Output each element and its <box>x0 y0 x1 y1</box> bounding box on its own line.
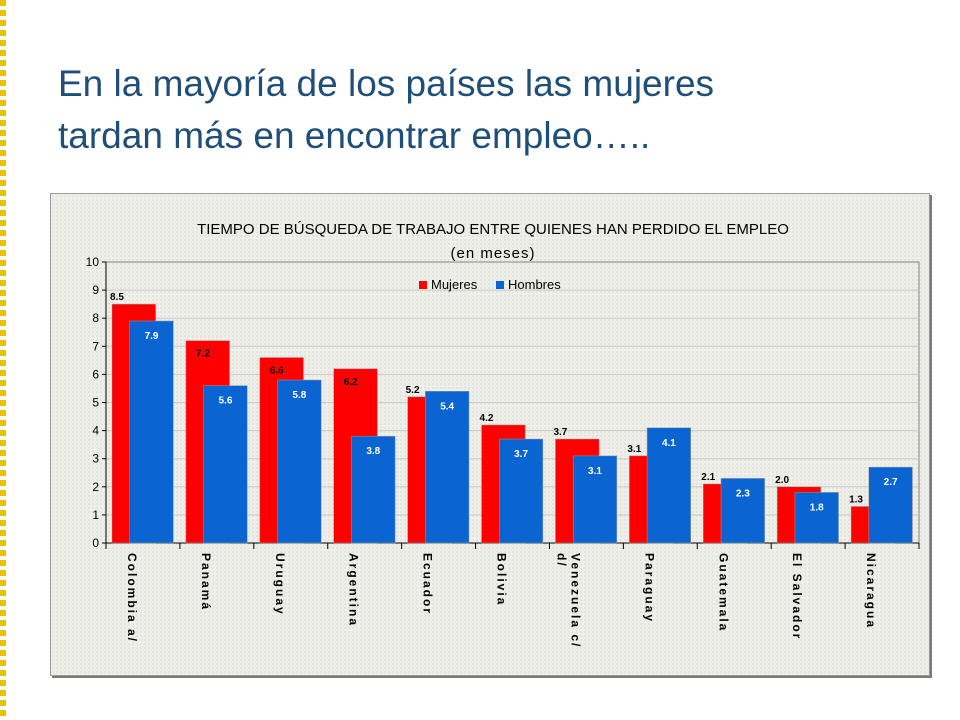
bar-hombres <box>646 427 691 544</box>
bar-hombres <box>203 385 248 544</box>
bar-hombres <box>351 435 396 544</box>
bar-hombres <box>720 478 765 544</box>
bar-hombres <box>868 466 913 544</box>
data-label-mujeres: 5.2 <box>406 385 420 396</box>
bar-chart: TIEMPO DE BÚSQUEDA DE TRABAJO ENTRE QUIE… <box>86 221 920 648</box>
data-label-mujeres: 4.2 <box>480 413 494 424</box>
x-category-label: Bolivia <box>495 553 509 606</box>
data-label-mujeres: 2.1 <box>701 472 715 483</box>
data-label-mujeres: 7.2 <box>196 349 210 360</box>
x-category-label: Ecuador <box>421 553 435 615</box>
x-category-label: Guatemala <box>716 553 730 632</box>
data-label-mujeres: 8.5 <box>110 292 124 303</box>
x-category-label: Nicaragua <box>864 553 878 629</box>
y-tick-label: 6 <box>92 367 99 381</box>
x-category-label: Uruguay <box>273 553 287 616</box>
y-tick-label: 0 <box>92 536 99 550</box>
data-label-mujeres: 3.7 <box>553 427 567 438</box>
data-label-mujeres: 6.2 <box>344 377 358 388</box>
y-tick-label: 1 <box>92 508 99 522</box>
legend-label-hombres: Hombres <box>508 277 561 292</box>
data-label-hombres: 2.3 <box>736 488 750 499</box>
y-tick-label: 3 <box>92 452 99 466</box>
x-category-label: d/ <box>554 553 568 568</box>
data-label-hombres: 5.6 <box>218 396 232 407</box>
x-category-label: Panamá <box>199 553 213 611</box>
y-tick-label: 9 <box>92 283 99 297</box>
y-tick-label: 2 <box>92 480 99 494</box>
data-label-hombres: 3.1 <box>588 466 602 477</box>
bar-hombres <box>129 320 174 544</box>
data-label-hombres: 2.7 <box>884 477 898 488</box>
data-label-hombres: 5.4 <box>440 401 454 412</box>
y-tick-label: 5 <box>92 396 99 410</box>
slide-title: En la mayoría de los países las mujeres … <box>58 58 918 162</box>
chart-frame: TIEMPO DE BÚSQUEDA DE TRABAJO ENTRE QUIE… <box>50 193 930 676</box>
x-category-label: El Salvador <box>790 553 804 640</box>
data-label-hombres: 1.8 <box>810 502 824 513</box>
slide-left-border <box>0 0 6 720</box>
data-label-hombres: 4.1 <box>662 438 676 449</box>
chart-title: TIEMPO DE BÚSQUEDA DE TRABAJO ENTRE QUIE… <box>197 221 789 238</box>
y-tick-label: 10 <box>86 255 100 269</box>
data-label-mujeres: 3.1 <box>627 444 641 455</box>
y-tick-label: 8 <box>92 311 99 325</box>
data-label-mujeres: 1.3 <box>849 494 863 505</box>
data-label-hombres: 7.9 <box>145 331 159 342</box>
bar-hombres <box>499 438 544 544</box>
x-category-label: Argentina <box>347 553 361 627</box>
legend-swatch-mujeres <box>419 281 427 289</box>
chart-subtitle: (en meses) <box>450 245 535 262</box>
x-category-label: Paraguay <box>642 553 656 623</box>
legend-swatch-hombres <box>496 281 504 289</box>
data-label-hombres: 5.8 <box>292 390 306 401</box>
y-tick-label: 4 <box>92 424 99 438</box>
bar-hombres <box>794 492 839 544</box>
data-label-hombres: 3.8 <box>366 446 380 457</box>
bar-hombres <box>425 391 470 544</box>
legend-label-mujeres: Mujeres <box>431 277 478 292</box>
data-label-hombres: 3.7 <box>514 449 528 460</box>
slide-title-line-2: tardan más en encontrar empleo….. <box>58 115 651 156</box>
x-category-label: Venezuela c/ <box>568 553 582 648</box>
y-tick-label: 7 <box>92 339 99 353</box>
data-label-mujeres: 2.0 <box>775 475 789 486</box>
bar-hombres <box>277 379 322 544</box>
x-category-label: Colombia a/ <box>125 553 139 643</box>
slide-title-line-1: En la mayoría de los países las mujeres <box>58 63 715 104</box>
bar-hombres <box>572 455 618 544</box>
data-label-mujeres: 6.6 <box>270 366 284 377</box>
